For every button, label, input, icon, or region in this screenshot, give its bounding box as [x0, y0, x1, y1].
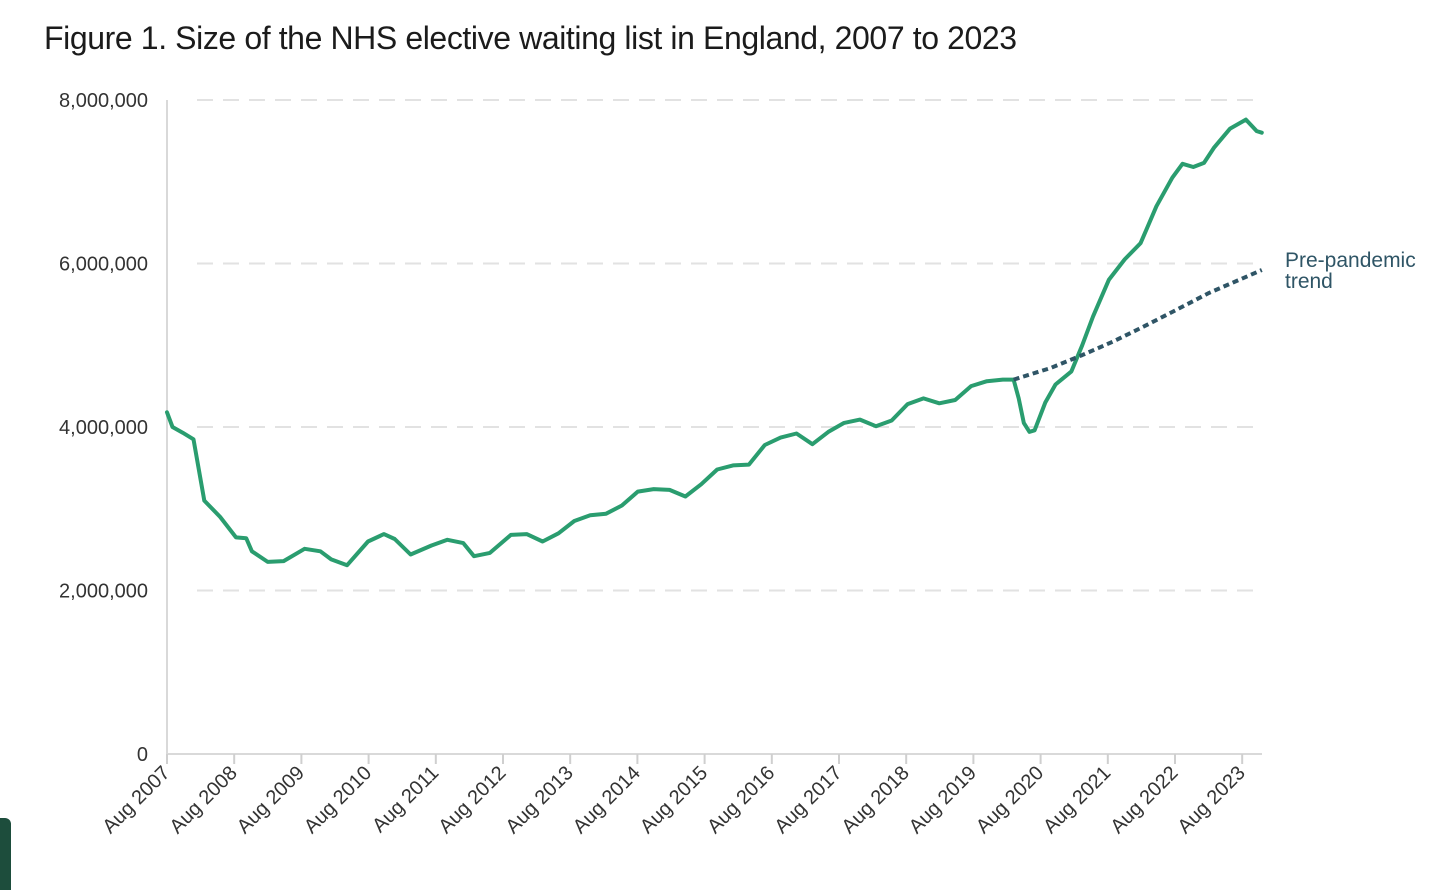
annotation-line-1: Pre-pandemic — [1285, 249, 1416, 272]
grid-lines — [197, 99, 1262, 592]
x-tick-label: Aug 2014 — [569, 762, 645, 838]
y-axis-ticks: 0 2,000,000 4,000,000 6,000,000 8,000,000 — [59, 90, 148, 766]
y-tick-label: 8,000,000 — [59, 90, 148, 112]
x-tick-label: Aug 2020 — [972, 762, 1048, 838]
y-tick-label: 6,000,000 — [59, 254, 148, 276]
x-tick-label: Aug 2007 — [98, 762, 174, 838]
y-tick-label: 4,000,000 — [59, 417, 148, 439]
x-tick-label: Aug 2019 — [905, 762, 981, 838]
x-tick-label: Aug 2008 — [166, 762, 242, 838]
x-tick-label: Aug 2021 — [1039, 762, 1115, 838]
annotation-line-2: trend — [1285, 270, 1333, 293]
annotation: Pre-pandemic trend — [1285, 249, 1416, 293]
series-group — [165, 117, 1264, 568]
series-line-pre-pandemic-trend — [1013, 268, 1263, 382]
y-tick-label: 2,000,000 — [59, 581, 148, 603]
series-line-waiting-list — [165, 117, 1264, 568]
x-tick-label: Aug 2012 — [434, 762, 510, 838]
x-tick-label: Aug 2009 — [233, 762, 309, 838]
x-tick-label: Aug 2013 — [502, 762, 578, 838]
x-tick-label: Aug 2023 — [1174, 762, 1250, 838]
x-tick-label: Aug 2018 — [838, 762, 914, 838]
x-tick-label: Aug 2010 — [300, 762, 376, 838]
x-tick-label: Aug 2011 — [368, 762, 443, 837]
x-tick-label: Aug 2017 — [770, 762, 846, 838]
chart-title: Figure 1. Size of the NHS elective waiti… — [44, 20, 1017, 56]
x-tick-label: Aug 2022 — [1106, 762, 1182, 838]
axes — [166, 100, 1262, 755]
y-tick-label: 0 — [137, 744, 148, 766]
side-tab[interactable] — [0, 818, 11, 890]
x-tick-label: Aug 2015 — [636, 762, 712, 838]
x-tick-label: Aug 2016 — [703, 762, 779, 838]
